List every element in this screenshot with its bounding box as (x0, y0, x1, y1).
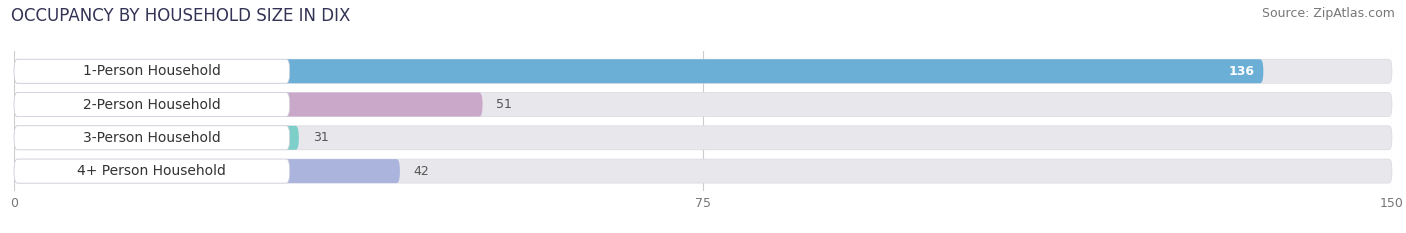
Text: 42: 42 (413, 164, 429, 178)
FancyBboxPatch shape (14, 159, 290, 183)
FancyBboxPatch shape (14, 93, 1392, 116)
Text: OCCUPANCY BY HOUSEHOLD SIZE IN DIX: OCCUPANCY BY HOUSEHOLD SIZE IN DIX (11, 7, 350, 25)
FancyBboxPatch shape (14, 93, 482, 116)
Text: 3-Person Household: 3-Person Household (83, 131, 221, 145)
FancyBboxPatch shape (14, 159, 1392, 183)
Text: 2-Person Household: 2-Person Household (83, 98, 221, 112)
FancyBboxPatch shape (14, 59, 1264, 83)
FancyBboxPatch shape (14, 126, 299, 150)
Text: 31: 31 (312, 131, 329, 144)
FancyBboxPatch shape (14, 159, 399, 183)
FancyBboxPatch shape (14, 93, 290, 116)
Text: 4+ Person Household: 4+ Person Household (77, 164, 226, 178)
FancyBboxPatch shape (14, 59, 1392, 83)
FancyBboxPatch shape (14, 59, 290, 83)
Text: Source: ZipAtlas.com: Source: ZipAtlas.com (1261, 7, 1395, 20)
FancyBboxPatch shape (14, 126, 290, 150)
Text: 136: 136 (1229, 65, 1254, 78)
Text: 1-Person Household: 1-Person Household (83, 64, 221, 78)
FancyBboxPatch shape (14, 126, 1392, 150)
Text: 51: 51 (496, 98, 512, 111)
